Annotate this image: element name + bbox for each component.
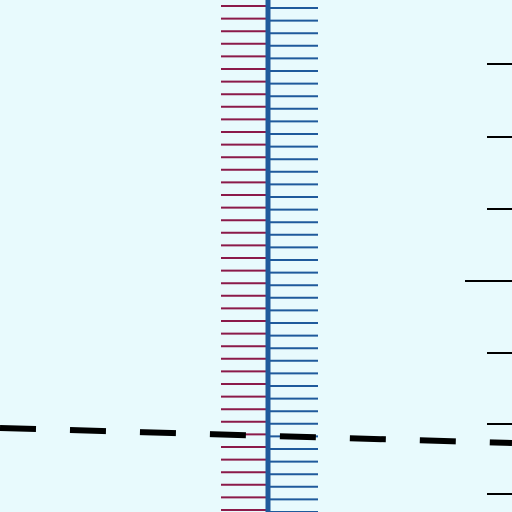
right-axis-ticks — [465, 63, 512, 495]
left-tick-group — [221, 5, 268, 511]
right-tick-group — [268, 7, 318, 512]
dashed-reference-line — [0, 425, 512, 446]
